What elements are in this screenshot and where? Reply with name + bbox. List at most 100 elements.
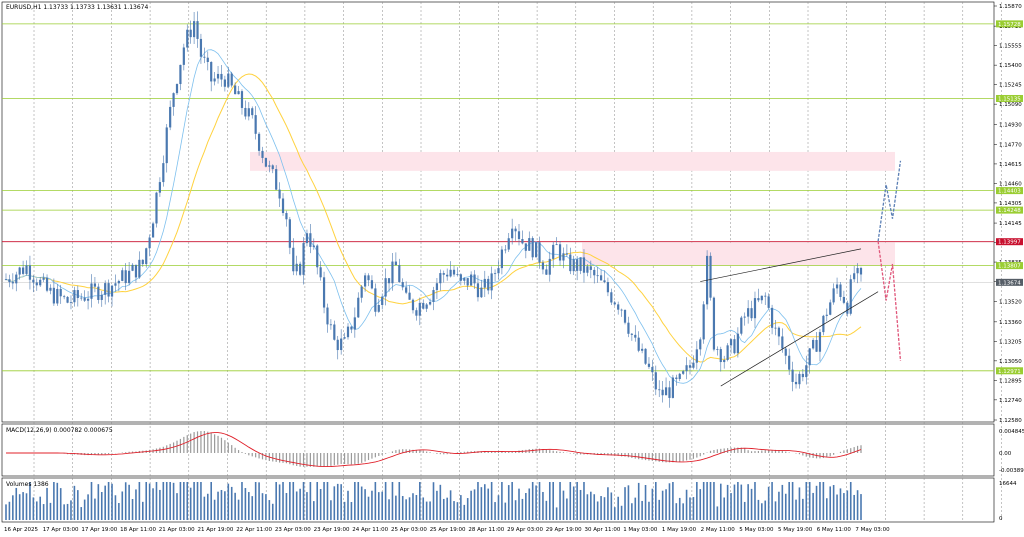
candle-body — [322, 277, 326, 308]
level-badge — [996, 278, 1023, 286]
candle-body — [729, 339, 733, 346]
candle-body — [446, 274, 449, 277]
candle-body — [647, 363, 651, 367]
candle-body — [288, 219, 291, 248]
candle-body — [394, 261, 397, 266]
candle-body — [500, 249, 503, 269]
candle-body — [131, 264, 134, 271]
candle-body — [757, 298, 760, 301]
candle-body — [45, 277, 49, 291]
candle-body — [753, 298, 757, 319]
candle-body — [562, 253, 565, 261]
candle-body — [586, 266, 589, 273]
price-tick-label: 1.14770 — [999, 142, 1022, 148]
candle-body — [148, 237, 151, 249]
candle-body — [627, 322, 630, 334]
candle-body — [179, 64, 182, 85]
candle-body — [340, 338, 343, 351]
candle-body — [110, 285, 114, 297]
candle-body — [86, 298, 90, 301]
candle-body — [387, 278, 391, 284]
candle-body — [189, 29, 192, 38]
candle-body — [193, 21, 196, 38]
candle-body — [401, 282, 404, 288]
candle-body — [333, 324, 336, 340]
candle-body — [480, 287, 483, 298]
candle-body — [18, 267, 21, 275]
candle-body — [223, 79, 226, 87]
level-badge-label: 1.15135 — [998, 96, 1021, 102]
candle-body — [548, 258, 551, 275]
time-tick-label: 5 May 03:00 — [739, 527, 774, 533]
candle-body — [825, 314, 828, 316]
volumes-label: Volumes 1386 — [6, 481, 49, 488]
candle-body — [576, 259, 579, 271]
candle-body — [682, 371, 685, 374]
candle-body — [490, 273, 493, 291]
candle-body — [466, 278, 469, 286]
candle-body — [104, 283, 107, 295]
candle-body — [699, 339, 702, 350]
candle-body — [497, 268, 500, 274]
candle-body — [261, 150, 264, 158]
candle-body — [360, 286, 363, 298]
price-tick-label: 1.15555 — [999, 44, 1022, 50]
candle-body — [93, 283, 97, 287]
candle-body — [815, 339, 818, 352]
candle-body — [791, 369, 794, 382]
candle-body — [504, 249, 507, 251]
candle-body — [487, 278, 490, 291]
candle-body — [408, 292, 411, 300]
wedge-lower-line — [720, 291, 879, 387]
candle-body — [788, 355, 791, 370]
candle-body — [463, 278, 466, 281]
price-tick-label: 1.15090 — [999, 102, 1022, 108]
candle-body — [237, 91, 240, 95]
time-tick-label: 30 Apr 11:00 — [585, 527, 621, 533]
candle-body — [124, 270, 127, 284]
time-tick-label: 21 Apr 03:00 — [159, 527, 195, 533]
candle-body — [52, 287, 55, 304]
candle-body — [630, 333, 633, 335]
price-tick-label: 1.14145 — [999, 221, 1022, 227]
time-tick-label: 7 May 03:00 — [855, 527, 890, 533]
candle-body — [391, 261, 394, 284]
candle-body — [476, 283, 480, 298]
price-tick-label: 1.12895 — [999, 378, 1022, 384]
candle-body — [610, 292, 613, 303]
candle-body — [846, 302, 849, 314]
candle-body — [623, 309, 627, 323]
candle-body — [538, 242, 541, 263]
candle-body — [582, 257, 586, 273]
price-tick-label: 1.15870 — [999, 4, 1022, 10]
candle-body — [736, 333, 739, 354]
candle-body — [770, 307, 774, 328]
candle-body — [210, 61, 213, 82]
candle-body — [199, 38, 203, 57]
candle-body — [114, 283, 117, 286]
time-tick-label: 24 Apr 11:00 — [352, 527, 388, 533]
candle-body — [709, 255, 712, 298]
macd-tick-label: 0.00 — [999, 451, 1012, 457]
candle-body — [257, 133, 261, 151]
candle-body — [329, 324, 332, 326]
candle-body — [726, 345, 729, 360]
resistance-zones — [250, 151, 895, 266]
resistance-zone — [250, 151, 895, 171]
candle-body — [117, 280, 120, 284]
candle-body — [671, 377, 674, 398]
level-badge-label: 1.13674 — [998, 280, 1021, 286]
candle-body — [658, 389, 661, 391]
time-tick-label: 17 Apr 19:00 — [81, 527, 117, 533]
wedge-pattern — [700, 248, 879, 387]
candle-body — [162, 163, 165, 183]
candle-body — [634, 334, 637, 338]
level-badge-label: 1.12971 — [998, 369, 1021, 375]
candle-body — [49, 287, 52, 291]
candle-body — [712, 297, 716, 350]
price-tick-label: 1.12580 — [999, 418, 1022, 424]
time-tick-label: 5 May 19:00 — [778, 527, 813, 533]
candle-body — [452, 269, 456, 275]
candle-body — [781, 336, 784, 349]
horizontal-levels — [2, 23, 994, 372]
